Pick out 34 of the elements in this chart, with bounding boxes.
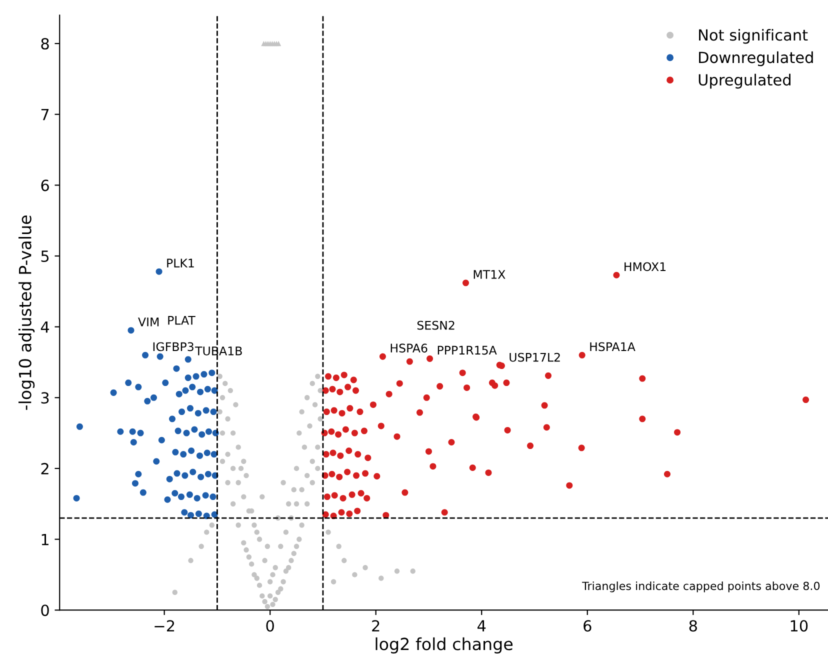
- annotation: HMOX1: [624, 262, 666, 272]
- y-tick-label: 6: [41, 180, 49, 192]
- x-tick-label: 4: [478, 620, 486, 632]
- x-tick-label: 2: [372, 620, 380, 632]
- x-tick-label: −2: [154, 620, 174, 632]
- annotation: PLK1: [167, 258, 194, 268]
- annotation: PLAT: [168, 316, 196, 325]
- y-tick-label: 4: [40, 321, 50, 333]
- y-axis-title: -log10 adjusted P-value: [18, 216, 35, 410]
- annotation: PPP1R15A: [438, 346, 497, 355]
- x-tick-label: 6: [584, 620, 592, 632]
- annotation: VIM: [138, 318, 159, 326]
- y-tick-label: 8: [41, 38, 49, 50]
- y-tick-label: 7: [41, 109, 49, 120]
- x-tick-label: 8: [689, 620, 697, 632]
- x-tick-label: 10: [790, 620, 808, 632]
- annotation: Triangles indicate capped points above 8.0: [582, 582, 820, 592]
- y-tick-label: 5: [41, 250, 49, 262]
- x-axis-title: log2 fold change: [376, 637, 513, 654]
- y-tick-label: 3: [41, 392, 49, 404]
- y-tick-label: 1: [42, 534, 48, 546]
- annotation: HSPA6: [390, 344, 428, 353]
- y-tick-label: 0: [41, 604, 49, 616]
- annotation: SESN2: [417, 320, 454, 330]
- legend-label: Downregulated: [699, 51, 813, 66]
- legend-label: Upregulated: [698, 74, 790, 89]
- annotation: MT1X: [474, 270, 506, 279]
- y-tick-label: 2: [41, 462, 48, 474]
- annotation: USP17L2: [510, 352, 560, 362]
- annotation: TUBA1B: [195, 346, 242, 356]
- x-tick-label: 0: [266, 620, 274, 632]
- legend-label: Not significant: [699, 28, 808, 44]
- annotation: IGFBP3: [153, 342, 194, 352]
- annotation: HSPA1A: [590, 342, 636, 352]
